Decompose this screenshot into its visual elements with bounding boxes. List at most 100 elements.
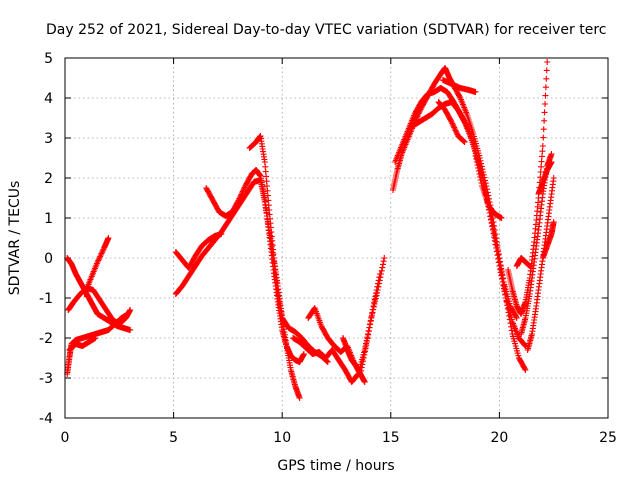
data-point (477, 177, 484, 183)
data-point (491, 232, 498, 239)
y-axis-label: SDTVAR / TECUs (7, 181, 23, 296)
data-point (496, 255, 503, 262)
data-point (513, 313, 520, 320)
data-point (366, 324, 373, 331)
x-tick-label: 0 (61, 430, 70, 446)
track-0-8 (246, 133, 331, 365)
data-point (448, 119, 455, 125)
data-point (490, 225, 497, 232)
data-point (498, 265, 505, 272)
data-point (374, 283, 381, 290)
data-point (96, 254, 103, 261)
chart-title: Day 252 of 2021, Sidereal Day-to-day VTE… (46, 22, 606, 38)
track-0-11 (340, 335, 368, 385)
data-point (367, 317, 374, 324)
plot-frame (64, 57, 609, 419)
track-0-21 (513, 255, 533, 269)
data-point (453, 130, 460, 137)
data-point (488, 216, 495, 223)
grid (65, 58, 608, 418)
data-point (541, 117, 548, 124)
data-point (495, 251, 502, 258)
data-point (95, 257, 102, 264)
data-point (542, 101, 549, 107)
data-point (521, 365, 528, 372)
data-point (498, 215, 505, 221)
data-point (451, 126, 458, 132)
track-0-16 (435, 99, 468, 145)
data-point (99, 249, 106, 256)
data-point (98, 250, 105, 257)
data-point (475, 165, 482, 171)
data-point (475, 168, 482, 174)
axis-ticks (64, 57, 609, 419)
x-tick-label: 25 (599, 430, 617, 446)
track-0-4 (66, 335, 99, 353)
data-point (522, 367, 529, 373)
data-point (361, 379, 368, 385)
data-point (363, 339, 370, 345)
data-point (300, 351, 307, 357)
data-point (374, 280, 381, 287)
data-point (542, 92, 549, 99)
y-tick-label: 5 (44, 51, 53, 67)
track-0-5 (172, 177, 303, 401)
data-point (449, 121, 456, 128)
data-point (476, 171, 483, 177)
data-point (543, 67, 550, 74)
data-point (359, 361, 366, 368)
track-0-23 (539, 219, 557, 261)
data-point (127, 307, 134, 313)
data-point (371, 299, 378, 306)
data-point (543, 75, 550, 82)
data-point (461, 139, 468, 145)
data-point (361, 351, 368, 358)
data-point (478, 180, 485, 186)
data-point (324, 359, 331, 365)
track-0-10 (305, 271, 383, 377)
data-point (489, 222, 496, 229)
track-0-2 (81, 235, 112, 297)
y-tick-label: 1 (44, 211, 53, 227)
data-point (237, 192, 244, 199)
data-point (487, 213, 494, 219)
data-point (236, 195, 243, 202)
data-point (240, 185, 247, 192)
data-point (542, 84, 549, 91)
data-point (494, 245, 501, 251)
data-point (238, 191, 245, 198)
data-point (361, 348, 368, 355)
data-point (526, 263, 533, 269)
track-0-7 (203, 167, 307, 365)
data-point (538, 158, 545, 165)
data-point (540, 126, 547, 133)
tick-labels: 0 5 10 15 20 25 -4 -3 -2 -1 0 1 2 3 4 5 (39, 51, 617, 446)
track-0-1 (65, 285, 134, 327)
data-point (453, 128, 460, 135)
data-point (92, 335, 99, 341)
data-point (450, 123, 457, 130)
data-point (500, 275, 507, 282)
data-point (550, 175, 557, 181)
y-tick-label: -2 (39, 331, 53, 347)
x-axis-label: GPS time / hours (277, 458, 394, 474)
data-point (105, 235, 112, 241)
data-point (296, 395, 303, 401)
data-point (379, 264, 386, 271)
data-point (97, 253, 104, 260)
data-point (473, 159, 480, 165)
data-point (537, 169, 544, 175)
data-point (460, 137, 467, 144)
data-point (460, 138, 467, 145)
data-point (376, 274, 383, 281)
data-point (373, 287, 380, 293)
data-point (499, 272, 506, 279)
data-point (239, 190, 246, 196)
y-tick-label: -4 (39, 411, 53, 427)
data-point (235, 197, 242, 203)
data-point (369, 310, 376, 317)
data-point (95, 256, 102, 263)
data-point (364, 335, 371, 342)
data-point (365, 328, 372, 335)
